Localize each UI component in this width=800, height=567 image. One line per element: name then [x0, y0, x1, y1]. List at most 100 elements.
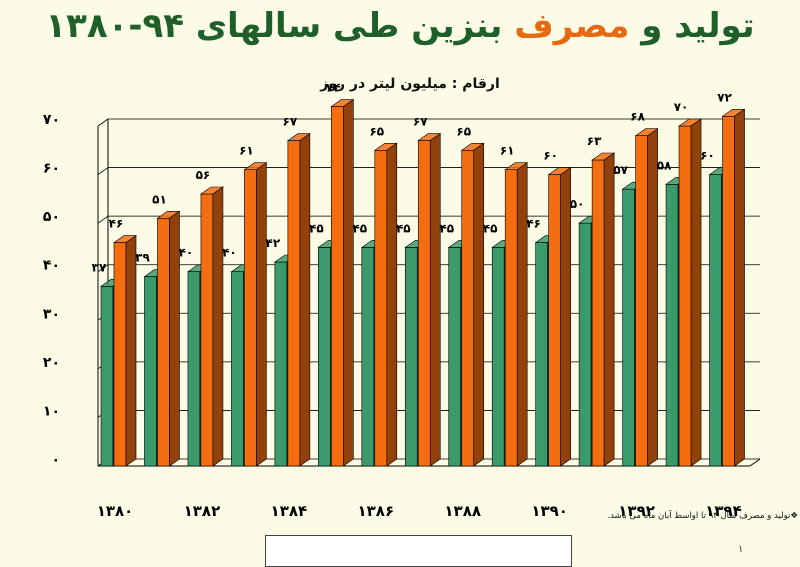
bar-production — [404, 247, 418, 467]
footnote: ❖تولید و مصرف سال ۹۴ تا اواسط آبان ماه م… — [607, 511, 798, 521]
bar-consumption-side — [343, 98, 354, 467]
data-label-production: ۳۷ — [92, 260, 107, 274]
x-tick-label: ۱۳۹۲ — [618, 502, 655, 520]
title-part-rest: بنزین طی سالهای ۹۴-۱۳۸۰ — [45, 6, 515, 46]
data-label-production: ۴۵ — [439, 221, 454, 235]
y-tick-label: ۷۰ — [43, 112, 60, 128]
bar-consumption — [635, 135, 648, 467]
bar-consumption — [722, 115, 735, 467]
data-label-production: ۴۶ — [526, 217, 541, 231]
gridline-depth — [97, 167, 109, 175]
data-label-production: ۴۵ — [309, 221, 324, 235]
bar-production — [491, 247, 505, 467]
x-tick-label: ۱۳۸۴ — [271, 502, 308, 520]
bar-consumption-side — [212, 186, 224, 467]
data-label-production: ۴۵ — [483, 221, 498, 235]
data-label-consumption: ۵۶ — [196, 168, 211, 182]
data-label-production: ۴۲ — [266, 236, 281, 250]
x-tick-label: ۱۳۸۲ — [184, 502, 221, 520]
bar-production — [318, 247, 331, 467]
x-tick-label: ۱۳۹۰ — [531, 502, 568, 520]
bar-consumption-side — [386, 142, 398, 467]
x-tick-label: ۱۳۸۶ — [357, 502, 394, 520]
chart-title: تولید و مصرف بنزین طی سالهای ۹۴-۱۳۸۰ — [0, 6, 800, 46]
bar-production — [231, 271, 244, 467]
data-label-consumption: ۴۶ — [109, 217, 124, 231]
bar-production — [535, 242, 548, 467]
bottom-box — [265, 535, 572, 567]
chart-subtitle: ارقام : میلیون لیتر در روز — [320, 76, 500, 92]
bar-consumption-side — [125, 234, 137, 467]
bar-production — [187, 271, 201, 467]
x-tick-label: ۱۳۸۸ — [444, 502, 481, 520]
data-label-production: ۵۸ — [657, 158, 672, 172]
title-part-consumption: مصرف — [514, 6, 630, 46]
bar-production — [709, 174, 722, 467]
bar-consumption — [287, 140, 301, 467]
data-label-consumption: ۶۵ — [369, 124, 384, 138]
bar-production — [274, 261, 288, 467]
bar-production — [622, 188, 635, 467]
bar-consumption — [113, 242, 127, 467]
bar-consumption-side — [560, 166, 571, 467]
bar-consumption — [461, 149, 475, 467]
data-label-production: ۴۰ — [222, 246, 237, 260]
data-label-consumption: ۷۴ — [326, 81, 341, 95]
bar-consumption — [331, 106, 344, 467]
y-tick-label: ۵۰ — [43, 209, 60, 225]
page-mark: ۱ — [738, 544, 744, 555]
data-label-consumption: ۶۷ — [283, 115, 298, 129]
bar-consumption — [200, 193, 214, 467]
data-label-consumption: ۶۷ — [413, 115, 428, 129]
bar-consumption-side — [299, 132, 311, 467]
bar-consumption — [157, 217, 170, 467]
y-tick-label: ۱۰ — [43, 403, 60, 419]
data-label-production: ۴۵ — [352, 221, 367, 235]
data-label-production: ۵۰ — [570, 197, 585, 211]
data-label-consumption: ۷۲ — [717, 90, 732, 104]
bar-consumption-side — [603, 152, 615, 467]
bar-consumption-side — [690, 118, 702, 467]
data-label-production: ۴۰ — [179, 246, 194, 260]
data-label-consumption: ۶۵ — [456, 124, 471, 138]
bar-consumption-side — [516, 162, 528, 467]
bar-consumption-side — [647, 128, 658, 467]
bar-consumption — [591, 159, 605, 467]
bar-production — [665, 183, 679, 467]
title-part-production: تولید و — [629, 6, 755, 46]
gridline-depth — [97, 118, 109, 127]
bar-consumption — [244, 169, 257, 467]
y-tick-label: ۳۰ — [43, 306, 60, 322]
bar-production — [448, 247, 462, 467]
data-label-consumption: ۷۰ — [674, 100, 689, 114]
data-label-consumption: ۶۸ — [630, 110, 645, 124]
data-label-production: ۳۹ — [135, 251, 150, 265]
y-tick-label: ۰ — [51, 452, 60, 468]
bar-production — [578, 222, 592, 467]
data-label-production: ۶۰ — [700, 149, 715, 163]
data-label-consumption: ۶۱ — [239, 144, 254, 158]
bar-consumption-side — [256, 162, 267, 467]
bar-consumption-side — [473, 142, 485, 467]
y-tick-label: ۴۰ — [43, 258, 60, 274]
bar-production — [361, 247, 375, 467]
data-label-consumption: ۶۰ — [543, 149, 558, 163]
y-tick-label: ۲۰ — [43, 355, 60, 371]
data-label-production: ۵۷ — [613, 163, 628, 177]
bar-consumption — [548, 174, 561, 467]
data-label-consumption: ۶۳ — [587, 134, 602, 148]
bar-consumption — [417, 140, 431, 467]
bar-consumption — [504, 169, 518, 467]
bar-consumption-side — [429, 132, 441, 467]
bar-consumption-side — [734, 108, 745, 467]
x-tick-label: ۱۳۹۴ — [705, 502, 742, 520]
bar-consumption — [374, 149, 388, 467]
gridline-depth — [97, 264, 109, 273]
x-axis-depth — [749, 458, 761, 467]
data-label-production: ۴۵ — [396, 221, 411, 235]
y-tick-label: ۶۰ — [43, 161, 60, 177]
bar-production — [100, 285, 114, 467]
bar-production — [144, 276, 157, 467]
x-tick-label: ۱۳۸۰ — [97, 502, 134, 520]
data-label-consumption: ۵۱ — [152, 192, 167, 206]
